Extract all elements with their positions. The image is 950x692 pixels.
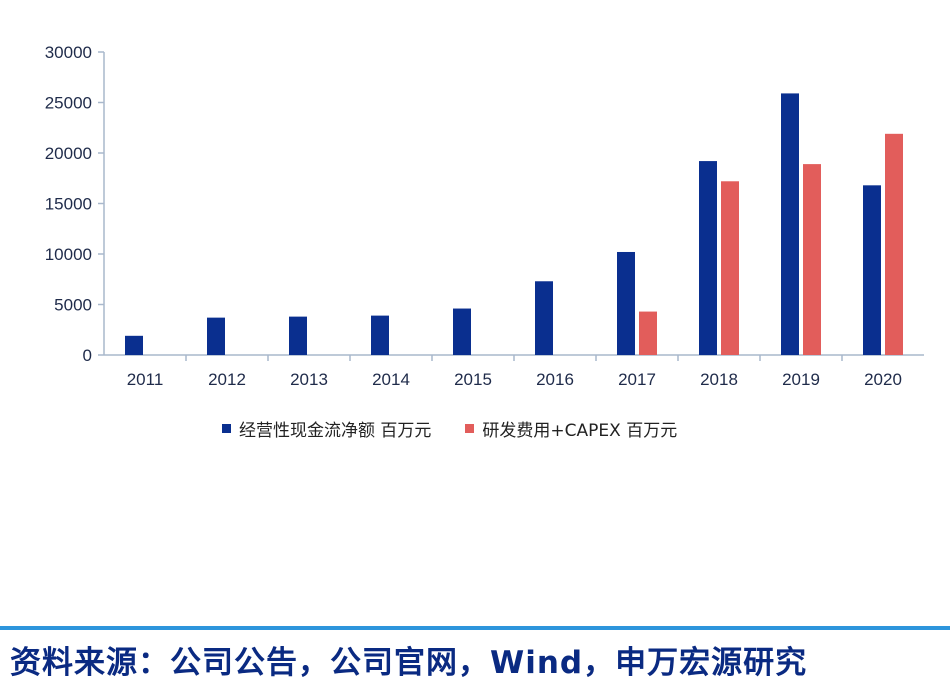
bar-operating-cash-flow: [535, 281, 553, 355]
bar-operating-cash-flow: [863, 185, 881, 355]
x-tick-label: 2020: [864, 370, 902, 389]
footer-divider: [0, 626, 950, 630]
y-tick-label: 15000: [45, 195, 92, 214]
y-tick-label: 5000: [54, 296, 92, 315]
bar-operating-cash-flow: [289, 316, 307, 355]
bar-rd-capex: [639, 311, 657, 355]
bar-operating-cash-flow: [699, 161, 717, 355]
x-tick-label: 2012: [208, 370, 246, 389]
legend-item-operating-cash-flow: 经营性现金流净额 百万元: [222, 416, 431, 441]
x-tick-label: 2016: [536, 370, 574, 389]
y-tick-label: 30000: [45, 43, 92, 62]
bar-chart: 0 5000 10000 15000 20000 25000 30000 2011 2012 20…: [45, 43, 924, 389]
bar-rd-capex: [803, 164, 821, 355]
bar-operating-cash-flow: [207, 317, 225, 355]
x-tick-label: 2018: [700, 370, 738, 389]
bar-operating-cash-flow: [617, 251, 635, 355]
source-note: 资料来源：公司公告，公司官网，Wind，申万宏源研究: [10, 645, 808, 681]
x-tick-label: 2017: [618, 370, 656, 389]
legend-item-rd-capex: 研发费用+CAPEX 百万元: [465, 416, 677, 441]
y-tick-label: 20000: [45, 144, 92, 163]
x-tick-label: 2014: [372, 370, 410, 389]
bar-rd-capex: [721, 181, 739, 355]
legend-swatch-operating-cash-flow: [222, 423, 231, 433]
y-tick-label: 10000: [45, 245, 92, 264]
x-tick-label: 2011: [127, 370, 164, 389]
legend-label-rd-capex: 研发费用+CAPEX 百万元: [482, 420, 678, 441]
x-tick-label: 2013: [290, 370, 328, 389]
bar-rd-capex: [885, 133, 903, 355]
x-tick-label: 2019: [782, 370, 820, 389]
legend-swatch-rd-capex: [465, 423, 475, 433]
bar-operating-cash-flow: [371, 315, 389, 355]
bar-operating-cash-flow: [781, 93, 799, 355]
bar-operating-cash-flow: [125, 335, 143, 355]
x-tick-label: 2015: [454, 370, 492, 389]
chart-legend: 经营性现金流净额 百万元 研发费用+CAPEX 百万元: [222, 414, 677, 442]
bar-operating-cash-flow: [453, 308, 471, 355]
legend-label-operating-cash-flow: 经营性现金流净额 百万元: [239, 420, 432, 441]
y-tick-label: 25000: [45, 94, 92, 113]
y-tick-label: 0: [83, 346, 92, 365]
